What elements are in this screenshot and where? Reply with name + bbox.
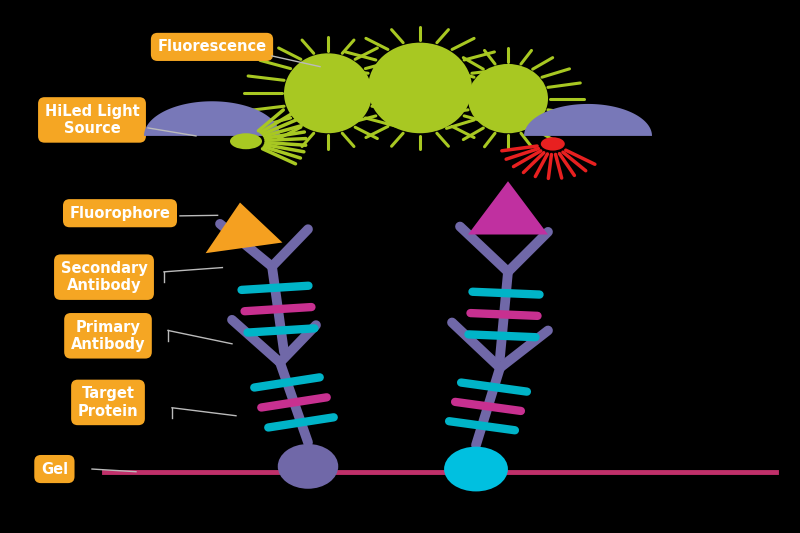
Ellipse shape xyxy=(444,447,508,491)
Polygon shape xyxy=(468,181,548,235)
Ellipse shape xyxy=(278,444,338,489)
Ellipse shape xyxy=(541,137,565,151)
Text: Fluorescence: Fluorescence xyxy=(158,39,266,54)
Text: Primary
Antibody: Primary Antibody xyxy=(70,320,146,352)
Polygon shape xyxy=(206,203,282,253)
Text: Gel: Gel xyxy=(41,462,68,477)
Polygon shape xyxy=(144,101,280,136)
Text: Target
Protein: Target Protein xyxy=(78,386,138,418)
Polygon shape xyxy=(524,104,652,136)
Text: Fluorophore: Fluorophore xyxy=(70,206,170,221)
Ellipse shape xyxy=(368,43,472,133)
Ellipse shape xyxy=(284,53,372,133)
Text: Secondary
Antibody: Secondary Antibody xyxy=(61,261,147,293)
Ellipse shape xyxy=(468,64,548,133)
Ellipse shape xyxy=(230,133,262,149)
Text: HiLed Light
Source: HiLed Light Source xyxy=(45,104,139,136)
